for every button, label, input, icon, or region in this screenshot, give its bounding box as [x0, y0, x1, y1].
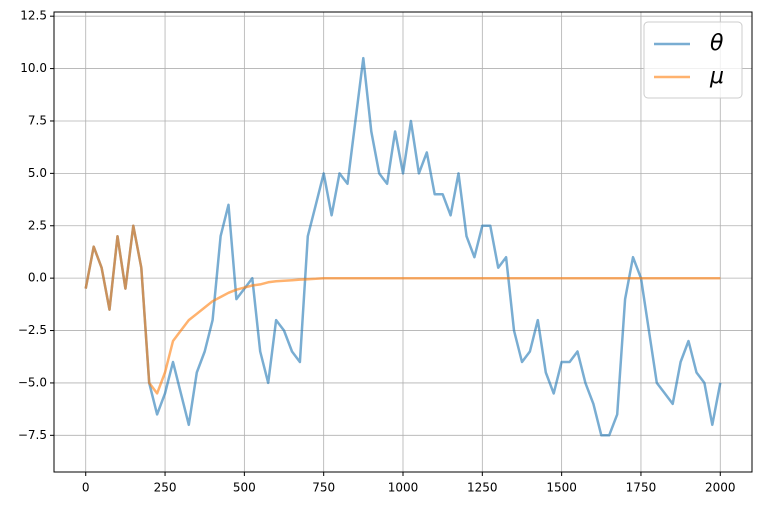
y-tick-label: 2.5 [28, 218, 47, 232]
x-tick-label: 2000 [705, 481, 736, 495]
x-tick-label: 1250 [467, 481, 498, 495]
x-tick-label: 1750 [626, 481, 657, 495]
x-tick-label: 0 [82, 481, 90, 495]
legend-label: μ [709, 64, 724, 89]
y-tick-label: −7.5 [18, 428, 47, 442]
y-tick-label: 5.0 [28, 166, 47, 180]
x-tick-label: 1500 [546, 481, 577, 495]
series-line [84, 224, 721, 395]
y-tick-label: 0.0 [28, 271, 47, 285]
legend-label: θ [710, 31, 724, 56]
y-tick-label: 7.5 [28, 113, 47, 127]
y-tick-label: 10.0 [20, 61, 47, 75]
y-tick-label: −2.5 [18, 323, 47, 337]
y-tick-label: −5.0 [18, 375, 47, 389]
x-tick-label: 750 [312, 481, 335, 495]
y-tick-label: 12.5 [20, 9, 47, 23]
plot-frame [53, 11, 753, 473]
legend-box [643, 21, 743, 99]
legend: θμ [643, 21, 743, 99]
x-tick-label: 250 [154, 481, 177, 495]
series-line [84, 56, 722, 437]
x-tick-label: 500 [233, 481, 256, 495]
x-tick-label: 1000 [388, 481, 419, 495]
